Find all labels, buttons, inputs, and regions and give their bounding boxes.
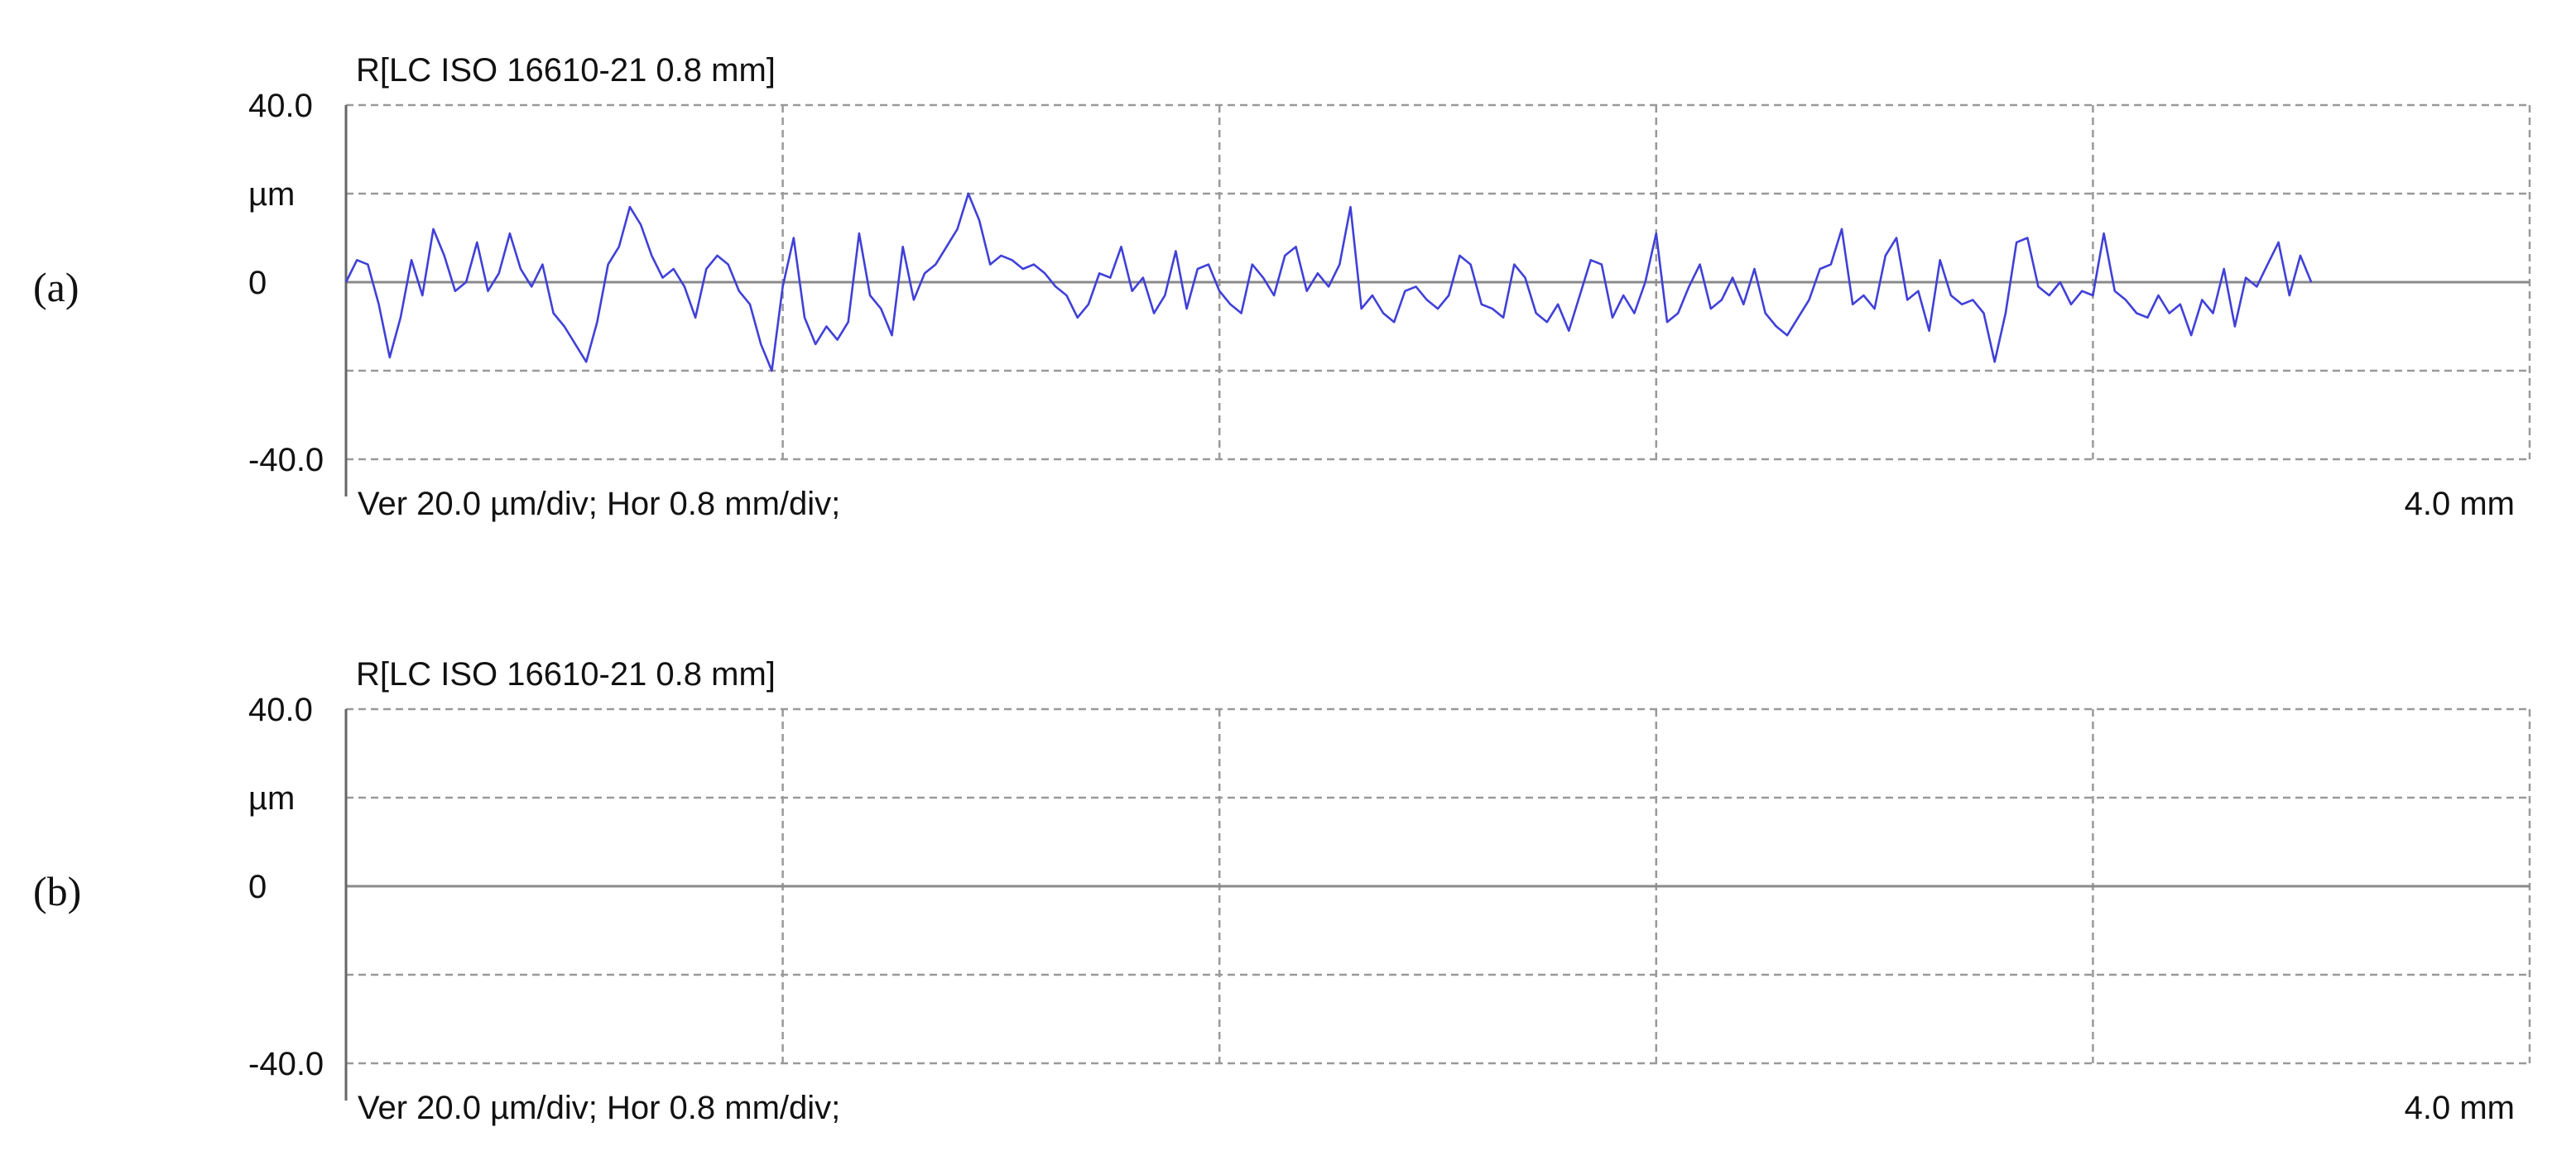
roughness-profile-chart-b: R[LC ISO 16610-21 0.8 mm] 40.0 0 -40.0 µm Ver… <box>248 654 2543 1138</box>
chart-title: R[LC ISO 16610-21 0.8 mm] <box>356 52 776 89</box>
x-axis-label: Ver 20.0 µm/div; Hor 0.8 mm/div; <box>358 1090 840 1126</box>
roughness-profile-chart-a: R[LC ISO 16610-21 0.8 mm] 40.0 0 -40.0 µm Ver… <box>248 50 2543 534</box>
y-unit-label: µm <box>248 176 295 213</box>
panel-label-b: (b) <box>33 868 82 914</box>
y-tick-label: 0 <box>248 265 267 301</box>
chart-panel-b: (b) R[LC ISO 16610-21 0.8 mm] 40.0 0 -40.0 µ… <box>0 604 2576 1150</box>
y-tick-label: 40.0 <box>248 692 313 728</box>
y-unit-label: µm <box>248 780 295 817</box>
profile-series-line <box>344 192 2313 372</box>
chart-panel-a: (a) R[LC ISO 16610-21 0.8 mm] 40.0 0 -40.0 µ… <box>0 0 2576 546</box>
y-tick-label: 40.0 <box>248 88 313 124</box>
chart-title: R[LC ISO 16610-21 0.8 mm] <box>356 656 776 693</box>
plot-background <box>346 654 2543 1138</box>
panel-label-a: (a) <box>33 264 79 310</box>
x-end-label: 4.0 mm <box>2405 486 2515 522</box>
x-end-label: 4.0 mm <box>2405 1090 2515 1126</box>
y-tick-label: -40.0 <box>248 1046 324 1082</box>
x-axis-label: Ver 20.0 µm/div; Hor 0.8 mm/div; <box>358 486 840 522</box>
y-tick-label: -40.0 <box>248 442 324 478</box>
plot-background <box>346 50 2543 534</box>
y-tick-label: 0 <box>248 869 267 905</box>
